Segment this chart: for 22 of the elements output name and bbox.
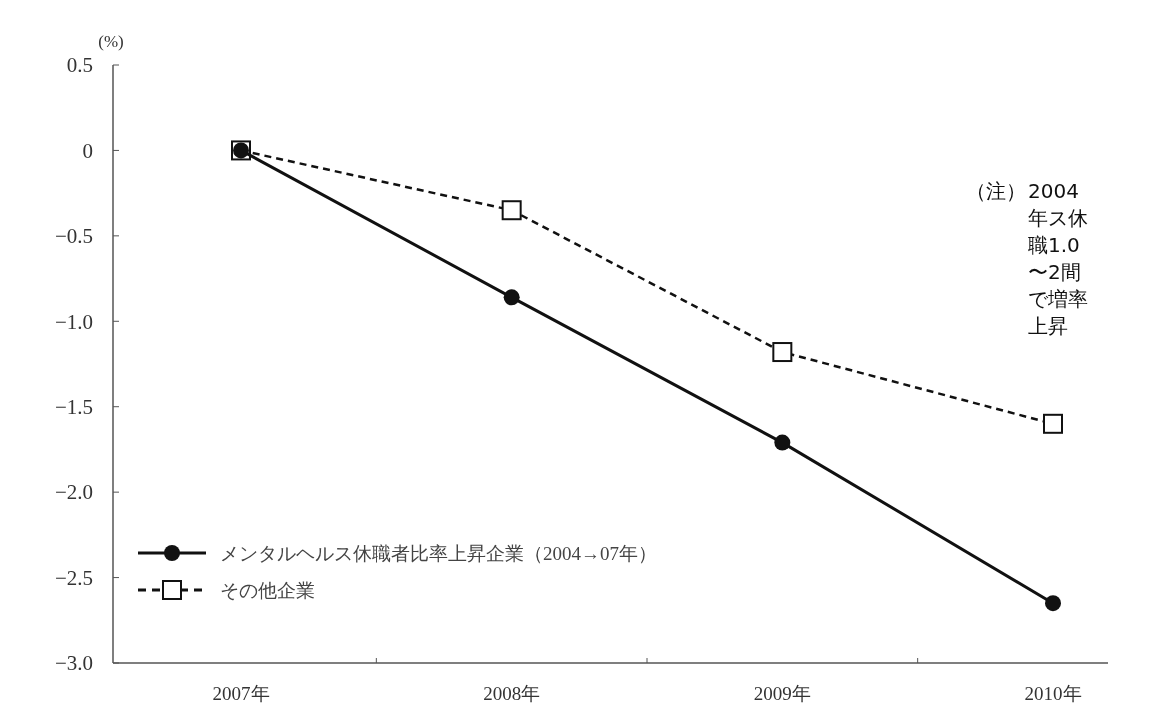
point	[501, 200, 522, 221]
y-tick-label: −0.5	[54, 224, 93, 249]
y-tick-label: 0.5	[66, 53, 93, 78]
y-tick-label: −2.5	[54, 565, 93, 590]
point	[1045, 595, 1061, 612]
legend-label: メンタルヘルス休職者比率上昇企業（2004→07年）	[220, 542, 657, 564]
y-tick-label: 0	[82, 138, 93, 163]
x-tick-label: 2010年	[1024, 683, 1082, 704]
annotation: （注）2004 年ス休職1.0〜2間で増率上昇	[966, 179, 1088, 338]
x-tick-label: 2007年	[212, 683, 270, 704]
x-tick-label: 2009年	[753, 683, 811, 704]
y-tick-label: −1.5	[54, 395, 93, 420]
point	[503, 289, 520, 306]
y-tick-label: −2.0	[54, 480, 93, 505]
point	[774, 434, 791, 451]
point	[1043, 413, 1063, 434]
y-tick-label: −3.0	[54, 651, 93, 676]
legend-label: その他企業	[220, 579, 315, 601]
y-tick-label: −1.0	[54, 309, 93, 334]
y-axis-title: (%)	[98, 32, 124, 51]
x-tick-label: 2008年	[483, 683, 541, 704]
point	[772, 342, 793, 363]
